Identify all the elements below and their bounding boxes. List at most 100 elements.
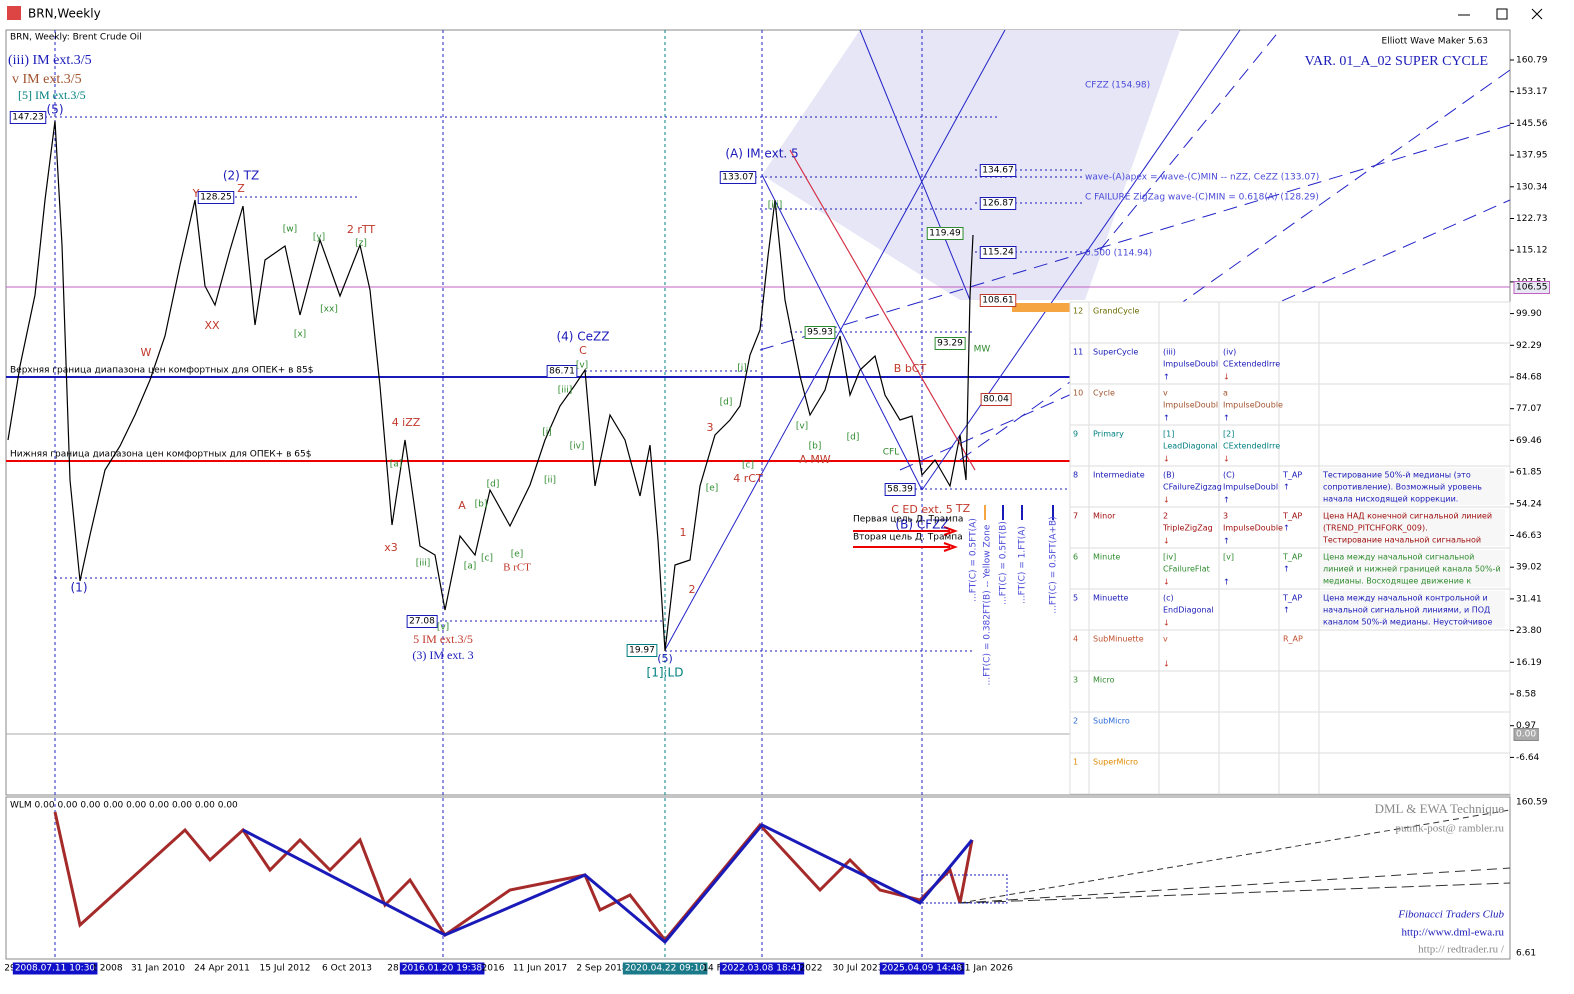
indicator-label: WLM 0.00 0.00 0.00 0.00 0.00 0.00 0.00 0… (10, 801, 238, 811)
level-number: 5 (1073, 594, 1078, 603)
level-name: SuperCycle (1093, 348, 1138, 357)
yellow-zone (1012, 303, 1070, 312)
trend-arrow: ↓ (1163, 455, 1170, 464)
annotation: B rCT (503, 562, 531, 574)
annotation: 1 (680, 526, 687, 539)
price-label: 8.58 (1516, 690, 1536, 700)
credit: DML & EWA Technique (1375, 801, 1505, 816)
close-button[interactable] (1531, 8, 1543, 20)
wlm-box (921, 874, 1008, 904)
channel-line (859, 29, 971, 301)
wlm-projection (959, 882, 1511, 904)
annotation: [xx] (320, 305, 338, 315)
annotation: [5] IM ext.3/5 (18, 88, 86, 102)
wave-cell: 3 (1223, 512, 1228, 521)
wave-cell: [2] (1223, 430, 1234, 439)
indicator-panel (5, 796, 1511, 960)
annotation: v IM ext.3/5 (12, 72, 82, 87)
label-box (804, 326, 836, 339)
level-name: Cycle (1093, 389, 1115, 398)
price-line (7, 120, 974, 652)
channel-line (664, 29, 1006, 651)
annotation: x3 (384, 541, 398, 554)
annotation: C ED ext. 5 (891, 503, 952, 516)
annotation: C (579, 344, 587, 357)
annotation: 95.93 (807, 328, 833, 338)
annotation: [iv] (570, 442, 585, 452)
annotation: [1];LD (647, 666, 684, 680)
annotation: Y (192, 187, 200, 200)
title-bar (0, 0, 1574, 28)
trend-arrow: ↑ (1223, 414, 1230, 423)
price-label: 122.73 (1516, 214, 1548, 224)
price-label: 130.34 (1516, 182, 1548, 192)
annotation: CFZZ (154.98) (1085, 81, 1150, 91)
annotation: 115.24 (982, 248, 1014, 258)
trend-arrow: ↓ (1163, 660, 1170, 669)
note-line: каналом 50%-й медианы. Неустойчивое (1323, 618, 1492, 627)
annotation: [c] (481, 554, 493, 564)
time-label: 31 Jan 2010 (131, 964, 185, 974)
note-line: Цена НАД конечной сигнальной линией (1323, 512, 1492, 521)
current-price: 106.55 (1516, 283, 1548, 293)
trend-arrow: ↑ (1223, 496, 1230, 505)
time-label: 2 Sep 2018 (576, 964, 628, 974)
ap-cell: T_AP (1282, 512, 1302, 521)
annotation: [e] (706, 484, 719, 494)
wlm-projection (959, 867, 1511, 904)
annotation: CFL (883, 448, 899, 458)
note-line: Тестирование начальной сигнальной (1322, 536, 1481, 545)
wave-cell: v (1163, 635, 1168, 644)
annotation: [b] (475, 500, 488, 510)
level-name: Primary (1093, 430, 1124, 439)
level-name: SuperMicro (1093, 758, 1138, 767)
level-number: 8 (1073, 471, 1078, 480)
wave-cell: a (1223, 389, 1228, 398)
wave-cell: (c) (1163, 594, 1174, 603)
note-line: начала нисходящей коррекции. (1323, 495, 1458, 504)
annotation: XX (204, 319, 220, 332)
annotation: 119.49 (929, 229, 961, 239)
channel-line (959, 69, 1511, 461)
wave-cell: v (1163, 389, 1168, 398)
time-label: t 2008 (93, 964, 123, 974)
level-name: Minuette (1093, 594, 1128, 603)
annotation: (A) IM ext. 5 (725, 147, 798, 161)
fib-note: ...FT(C) = 0.382FT(B) -- Yellow Zone (983, 524, 993, 685)
level-number: 2 (1073, 717, 1078, 726)
annotation: B bCT (894, 362, 927, 375)
maximize-button[interactable] (1496, 8, 1508, 20)
time-label: 6 Oct 2013 (322, 964, 372, 974)
annotation: 126.87 (982, 199, 1014, 209)
note-line: Тестирование 50%-й медианы (это (1322, 471, 1471, 480)
annotation: [a] (464, 562, 477, 572)
annotation: A MW (799, 453, 831, 466)
zero-label: 0.00 (1516, 730, 1536, 740)
time-label: 29 (4, 964, 16, 974)
wave-cell: 2 (1163, 512, 1168, 521)
level-name: GrandCycle (1093, 307, 1139, 316)
ap-cell: T_AP (1282, 553, 1302, 562)
annotation: 4 rCT (733, 472, 763, 485)
wave-cell: CExtendedIrre (1223, 442, 1280, 451)
annotation: MW (974, 345, 991, 355)
wave-cell: (C) (1223, 471, 1235, 480)
wave-cell: CExtendedIrre (1223, 360, 1280, 369)
wave-cell: (iii) (1163, 348, 1176, 357)
level-number: 3 (1073, 676, 1078, 685)
annotation: [i] (542, 428, 552, 438)
level-number: 1 (1073, 758, 1078, 767)
level-number: 6 (1073, 553, 1078, 562)
time-label: 11 Jun 2017 (513, 964, 567, 974)
time-label: 30 Jul 2023 (833, 964, 884, 974)
price-label: 153.17 (1516, 87, 1548, 97)
annotation: Верхняя граница диапазона цен комфортных… (10, 366, 313, 376)
time-label: 2016.01.20 19:38 (402, 964, 483, 974)
annotation: Первая цель Д. Трампа (853, 515, 963, 525)
ap-cell: T_AP (1282, 594, 1302, 603)
annotation: [z] (355, 239, 367, 249)
annotation: [a] (390, 460, 403, 470)
wave-cell: ImpulseDouble (1223, 524, 1283, 533)
level-name: Intermediate (1093, 471, 1145, 480)
